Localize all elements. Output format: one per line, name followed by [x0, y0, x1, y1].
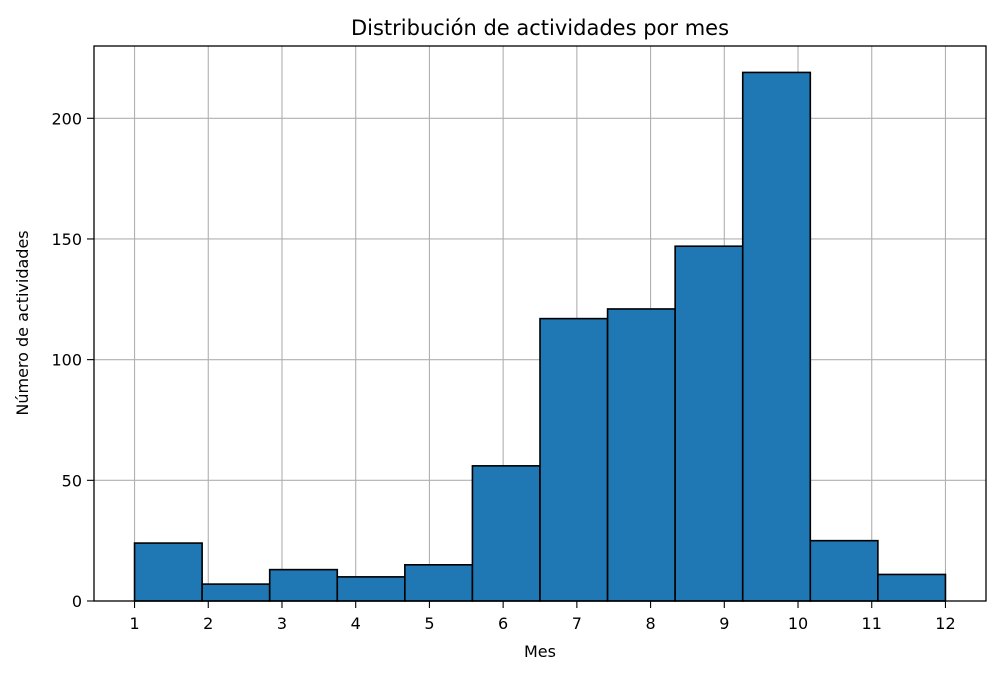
chart-title: Distribución de actividades por mes: [351, 16, 729, 40]
y-tick-label: 150: [51, 230, 82, 249]
x-tick-label: 3: [277, 614, 287, 633]
x-tick-label: 11: [862, 614, 882, 633]
y-tick-label: 0: [72, 592, 82, 611]
x-axis-label: Mes: [524, 642, 556, 661]
x-tick-label: 12: [935, 614, 955, 633]
histogram-bar: [404, 563, 474, 602]
histogram-bar: [471, 465, 541, 602]
y-axis-label: Número de actividades: [13, 230, 32, 415]
x-tick-label: 1: [129, 614, 139, 633]
y-tick-label: 50: [62, 471, 82, 490]
histogram-bars: [133, 71, 947, 602]
y-tick-label: 100: [51, 351, 82, 370]
histogram-bar: [133, 542, 203, 602]
histogram-bar: [809, 539, 879, 602]
histogram-bar: [877, 573, 947, 602]
histogram-bar: [268, 568, 339, 602]
x-tick-label: 4: [351, 614, 361, 633]
plot-frame: [93, 45, 987, 602]
x-axis-ticks: 1 2 3 4 5 6 7 8 9 10 11 12: [129, 601, 956, 633]
histogram-bar: [741, 71, 812, 602]
y-tick-label: 200: [51, 109, 82, 128]
x-tick-label: 9: [719, 614, 729, 633]
x-tick-label: 2: [203, 614, 213, 633]
y-axis-ticks: 0 50 100 150 200: [51, 109, 94, 611]
histogram-bar: [606, 308, 676, 602]
histogram-bar: [336, 576, 406, 602]
x-tick-label: 5: [424, 614, 434, 633]
x-tick-label: 8: [645, 614, 655, 633]
histogram-bar: [674, 245, 744, 602]
x-tick-label: 10: [788, 614, 808, 633]
histogram-bar: [201, 583, 271, 602]
x-tick-label: 7: [572, 614, 582, 633]
histogram-bar: [539, 317, 609, 602]
x-tick-label: 6: [498, 614, 508, 633]
